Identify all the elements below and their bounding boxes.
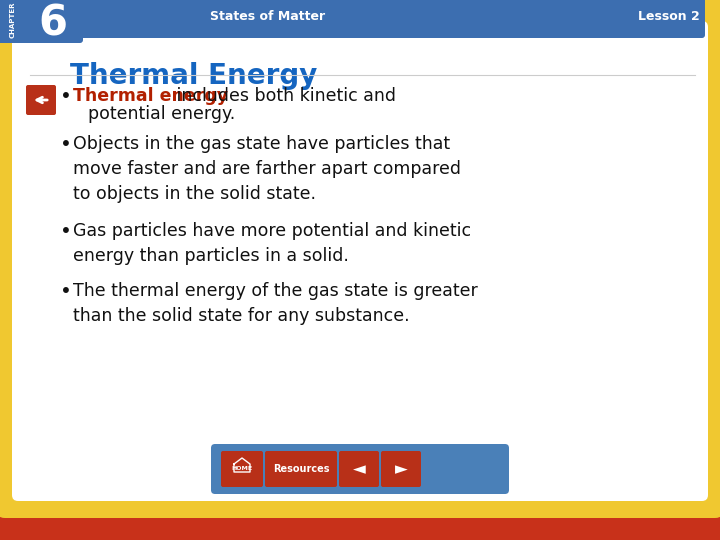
FancyBboxPatch shape bbox=[381, 451, 421, 487]
Text: Objects in the gas state have particles that
move faster and are farther apart c: Objects in the gas state have particles … bbox=[73, 135, 461, 203]
Text: Gas particles have more potential and kinetic
energy than particles in a solid.: Gas particles have more potential and ki… bbox=[73, 222, 471, 265]
FancyBboxPatch shape bbox=[339, 451, 379, 487]
Bar bbox=[450, 0, 720, 35]
Text: HOME: HOME bbox=[231, 467, 253, 471]
Text: includes both kinetic and: includes both kinetic and bbox=[171, 87, 396, 105]
Text: Lesson 2: Lesson 2 bbox=[638, 10, 700, 24]
Text: •: • bbox=[60, 87, 72, 106]
Bar bbox=[0, 0, 720, 30]
Text: Thermal Energy: Thermal Energy bbox=[70, 62, 318, 90]
FancyBboxPatch shape bbox=[0, 0, 720, 518]
FancyBboxPatch shape bbox=[26, 85, 56, 115]
Text: CHAPTER: CHAPTER bbox=[10, 2, 16, 38]
Text: •: • bbox=[60, 222, 72, 241]
Text: The thermal energy of the gas state is greater
than the solid state for any subs: The thermal energy of the gas state is g… bbox=[73, 282, 478, 325]
Text: •: • bbox=[60, 135, 72, 154]
Text: States of Matter: States of Matter bbox=[210, 10, 325, 24]
Text: •: • bbox=[60, 282, 72, 301]
Text: 6: 6 bbox=[38, 2, 68, 44]
Text: potential energy.: potential energy. bbox=[88, 105, 235, 123]
Bar bbox=[0, 0, 85, 35]
Text: ►: ► bbox=[395, 460, 408, 478]
FancyBboxPatch shape bbox=[265, 451, 337, 487]
Text: Resources: Resources bbox=[273, 464, 329, 474]
FancyBboxPatch shape bbox=[15, 0, 705, 38]
Text: ◄: ◄ bbox=[353, 460, 365, 478]
FancyBboxPatch shape bbox=[211, 444, 509, 494]
FancyBboxPatch shape bbox=[221, 451, 263, 487]
FancyBboxPatch shape bbox=[12, 21, 708, 501]
Text: Thermal energy: Thermal energy bbox=[73, 87, 228, 105]
FancyBboxPatch shape bbox=[0, 0, 83, 43]
